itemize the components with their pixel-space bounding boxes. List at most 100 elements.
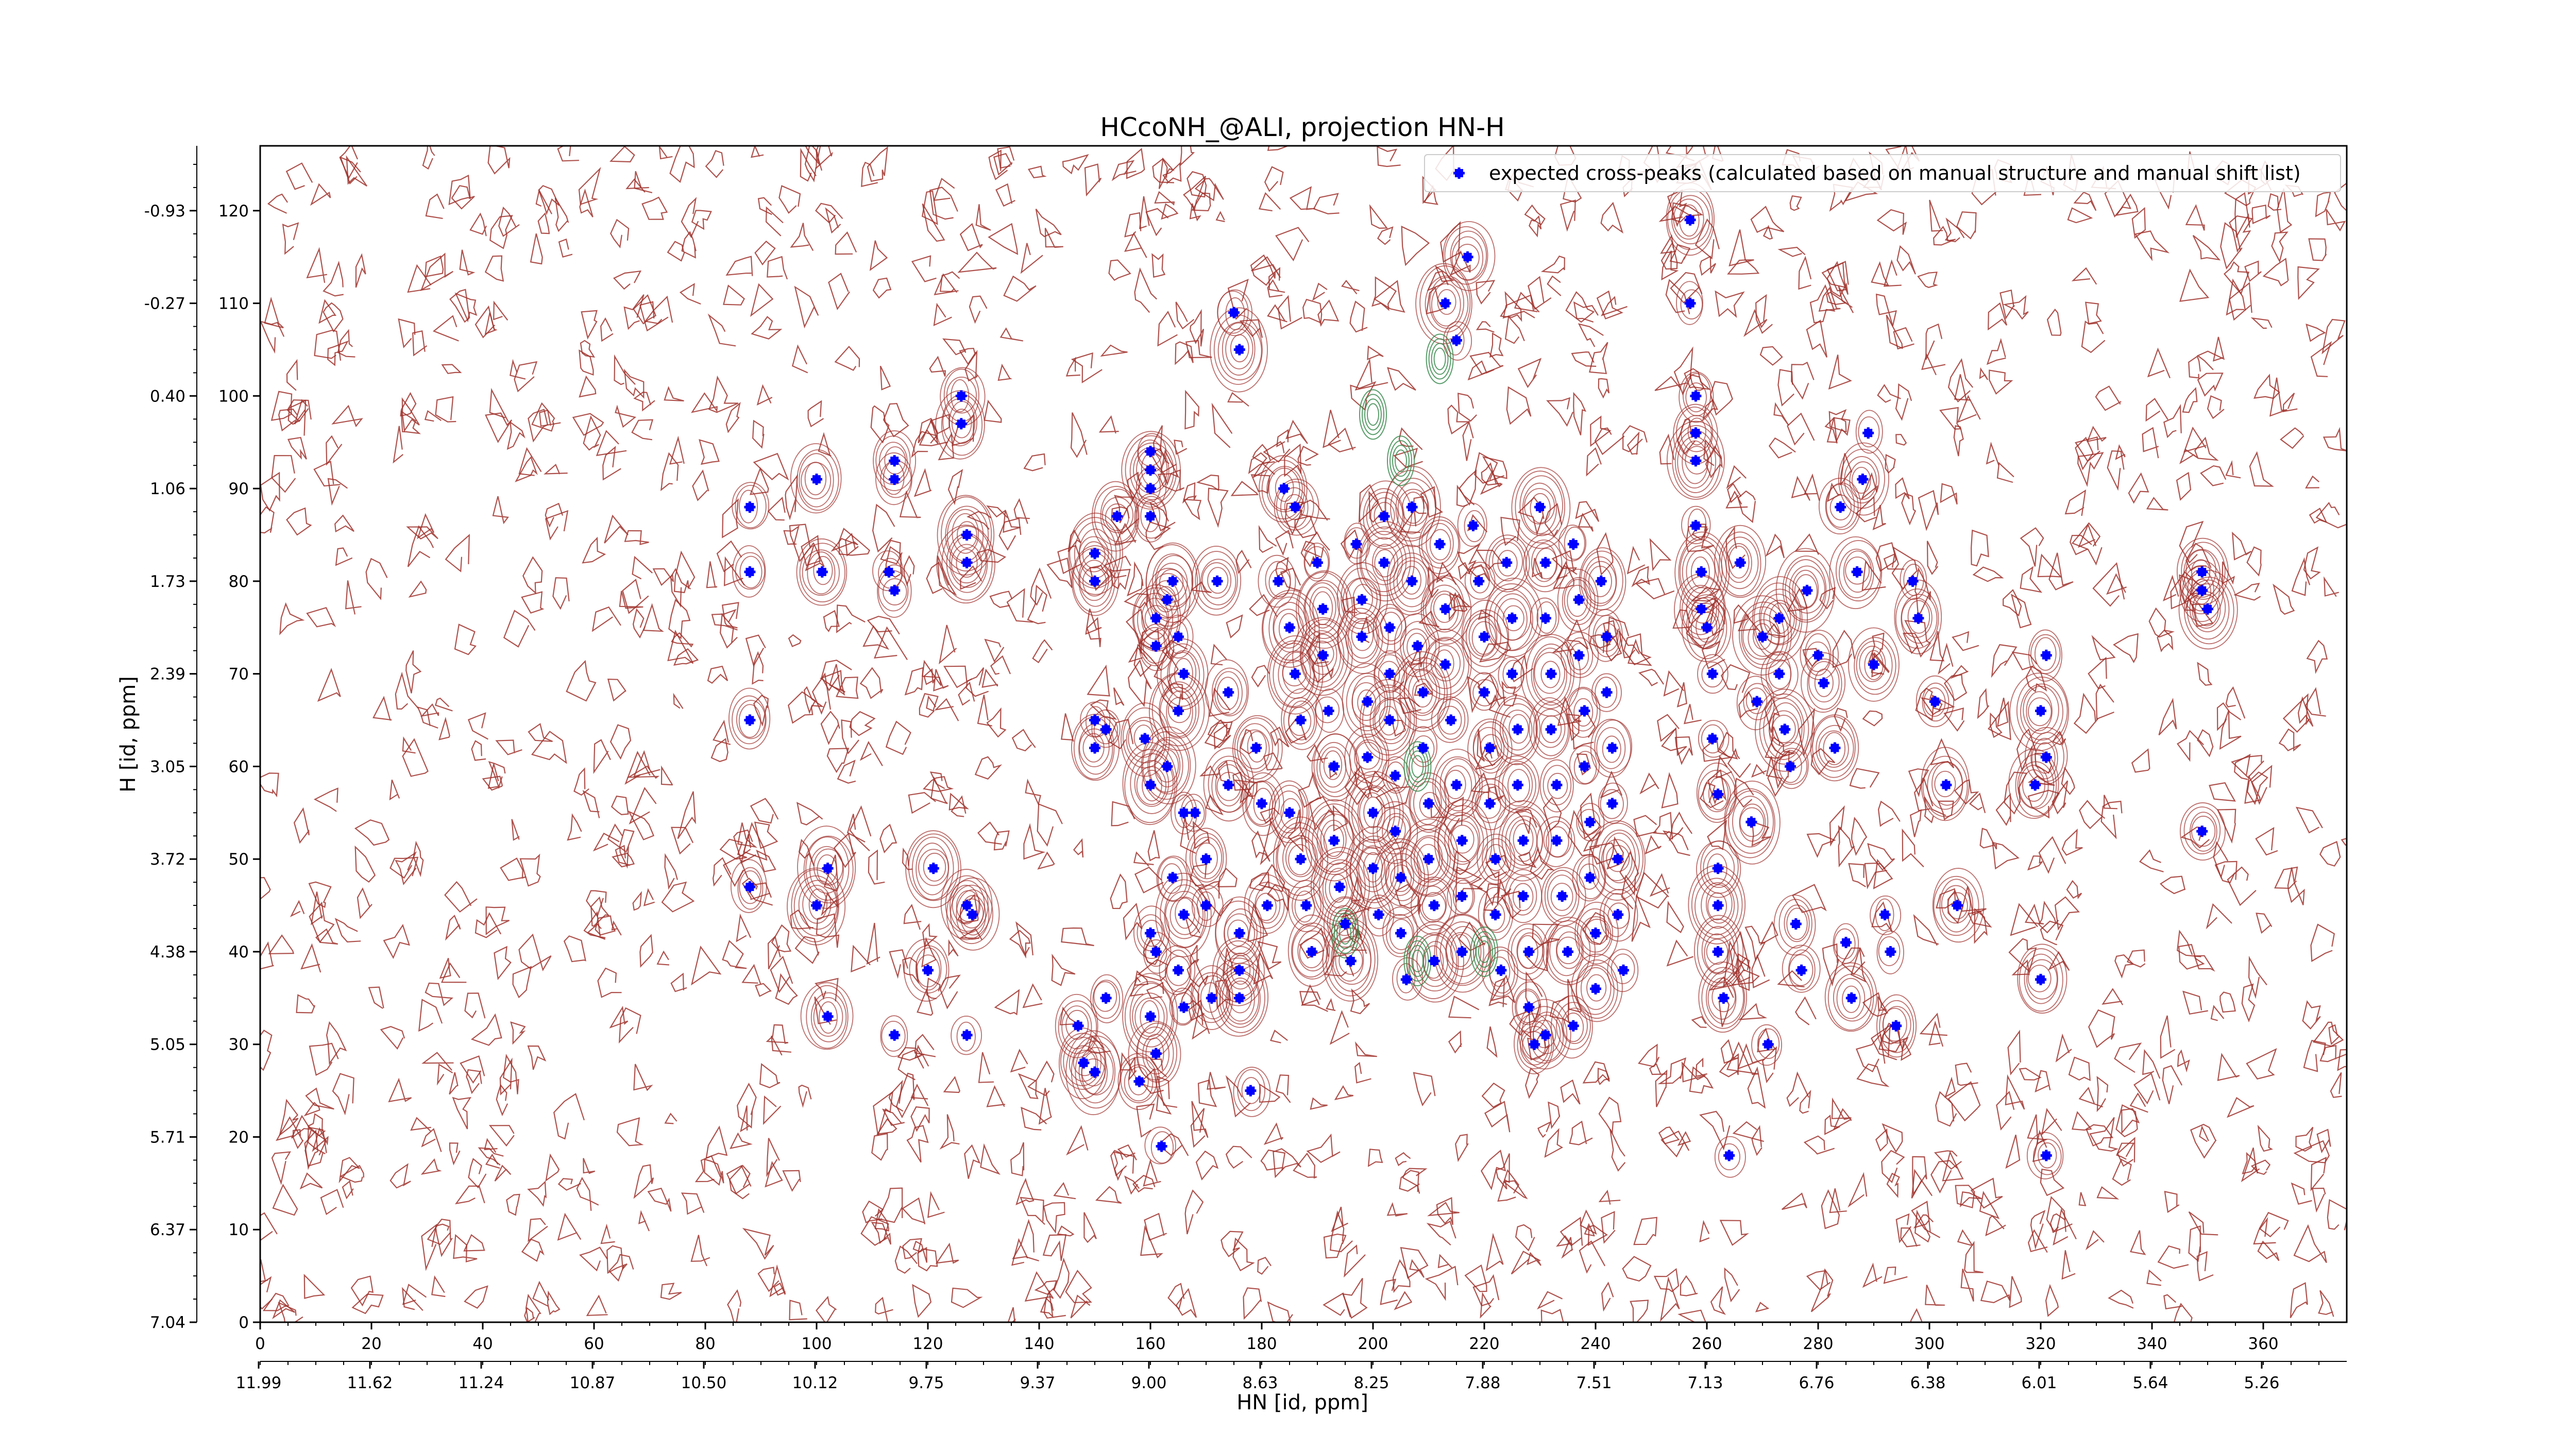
cross-peak-marker xyxy=(2029,779,2041,791)
cross-peak-marker xyxy=(816,566,828,578)
cross-peak-marker xyxy=(1145,1010,1156,1022)
cross-peak-marker xyxy=(1885,946,1896,957)
cross-peak-marker xyxy=(1417,686,1429,698)
cross-peak-marker xyxy=(1606,798,1618,810)
cross-peak-marker xyxy=(1473,575,1485,587)
cross-peak-marker xyxy=(1200,900,1212,912)
x-tick-label: 0 xyxy=(255,1335,265,1353)
y-secondary-tick-label: 1.06 xyxy=(150,480,185,498)
y-tick-label: 20 xyxy=(229,1128,249,1147)
legend-marker xyxy=(1453,167,1465,179)
cross-peak-marker xyxy=(1334,881,1346,893)
cross-peak-marker xyxy=(1501,557,1513,568)
cross-peak-marker xyxy=(1378,557,1390,568)
cross-peak-marker xyxy=(1245,1085,1257,1097)
x-secondary-tick-label: 5.64 xyxy=(2132,1374,2168,1392)
x-secondary-tick-label: 8.25 xyxy=(1353,1374,1389,1392)
cross-peak-marker xyxy=(2040,751,2052,763)
plot-area xyxy=(259,145,2348,1323)
cross-peak-marker xyxy=(1579,705,1590,717)
cross-peak-marker xyxy=(1506,668,1518,680)
cross-peak-marker xyxy=(1862,427,1874,439)
cross-peak-marker xyxy=(1089,714,1100,726)
x-axis-label: HN [id, ppm] xyxy=(1236,1391,1368,1414)
cross-peak-marker xyxy=(1601,686,1613,698)
cross-peak-marker xyxy=(1284,807,1295,819)
cross-peak-marker xyxy=(1389,770,1401,782)
x-secondary-tick-label: 9.37 xyxy=(1020,1374,1055,1392)
cross-peak-marker xyxy=(1400,973,1412,985)
x-secondary-tick-label: 10.50 xyxy=(681,1374,727,1392)
cross-peak-marker xyxy=(1439,297,1451,309)
cross-peak-marker xyxy=(1545,723,1557,735)
cross-peak-marker xyxy=(1462,251,1473,263)
chart-title: HCcoNH_@ALI, projection HN-H xyxy=(1100,112,1504,142)
cross-peak-marker xyxy=(1696,603,1707,615)
cross-peak-marker xyxy=(1167,872,1179,884)
cross-peak-marker xyxy=(1173,705,1184,717)
y-secondary-tick-label: 3.72 xyxy=(150,850,185,869)
x-secondary-tick-label: 11.99 xyxy=(236,1374,282,1392)
cross-peak-marker xyxy=(1356,631,1368,643)
cross-peak-marker xyxy=(1367,863,1379,874)
plot-frame xyxy=(259,145,2348,1323)
cross-peak-marker xyxy=(1295,714,1307,726)
x-tick-label: 120 xyxy=(912,1335,943,1353)
cross-peak-marker xyxy=(1145,446,1156,458)
cross-peak-marker xyxy=(1089,742,1100,754)
cross-peak-marker xyxy=(1812,649,1824,661)
cross-peak-marker xyxy=(1406,575,1418,587)
x-tick-label: 200 xyxy=(1358,1335,1388,1353)
cross-peak-marker xyxy=(1551,835,1563,847)
cross-peak-marker xyxy=(1467,520,1479,532)
cross-peak-marker xyxy=(1178,668,1190,680)
cross-peak-marker xyxy=(1233,927,1245,939)
cross-peak-marker xyxy=(1423,798,1434,810)
cross-peak-marker xyxy=(2040,649,2052,661)
cross-peak-marker xyxy=(1790,918,1802,930)
cross-peak-marker xyxy=(1412,640,1423,652)
cross-peak-marker xyxy=(1384,621,1396,633)
cross-peak-marker xyxy=(1745,816,1757,828)
cross-peak-marker xyxy=(1456,946,1468,957)
cross-peak-marker xyxy=(2196,825,2208,837)
cross-peak-marker xyxy=(1612,909,1624,921)
x-secondary-tick-label: 10.12 xyxy=(792,1374,838,1392)
cross-peak-marker xyxy=(1161,594,1173,605)
cross-peak-marker xyxy=(1150,640,1162,652)
cross-peak-marker xyxy=(889,474,901,485)
cross-peak-marker xyxy=(1428,900,1440,912)
cross-peak-marker xyxy=(927,863,939,874)
cross-peak-marker xyxy=(1517,835,1529,847)
cross-peak-marker xyxy=(1145,511,1156,523)
cross-peak-marker xyxy=(1133,1075,1145,1087)
cross-peak-marker xyxy=(1211,575,1223,587)
x-tick-label: 140 xyxy=(1024,1335,1054,1353)
cross-peak-marker xyxy=(1312,557,1323,568)
y-secondary-tick-label: -0.27 xyxy=(144,295,185,313)
y-axis: 0 10 20 30 40 50 60 70 80 90 100 110 120 xyxy=(218,202,260,1332)
x-secondary-tick-label: 11.24 xyxy=(459,1374,504,1392)
y-tick-label: 40 xyxy=(229,943,249,962)
cross-peak-marker xyxy=(2035,973,2046,985)
cross-peak-marker xyxy=(1751,696,1763,707)
cross-peak-marker xyxy=(1150,612,1162,624)
cross-peak-marker xyxy=(1284,621,1295,633)
cross-peak-marker xyxy=(1523,1001,1535,1013)
cross-peak-marker xyxy=(2035,705,2046,717)
cross-peak-marker xyxy=(1489,853,1501,865)
x-secondary-tick-label: 9.75 xyxy=(908,1374,944,1392)
cross-peak-marker xyxy=(1690,427,1702,439)
y-secondary-tick-label: 3.05 xyxy=(150,757,185,776)
cross-peak-marker xyxy=(1317,603,1329,615)
x-tick-label: 240 xyxy=(1580,1335,1611,1353)
cross-peak-marker xyxy=(1089,575,1100,587)
cross-peak-marker xyxy=(744,501,756,513)
cross-peak-marker xyxy=(1072,1020,1084,1032)
cross-peak-marker xyxy=(1773,612,1785,624)
x-tick-label: 220 xyxy=(1469,1335,1499,1353)
cross-peak-marker xyxy=(967,909,978,921)
cross-peak-marker xyxy=(1601,631,1613,643)
cross-peak-marker xyxy=(1556,890,1568,902)
cross-peak-marker xyxy=(1145,483,1156,495)
